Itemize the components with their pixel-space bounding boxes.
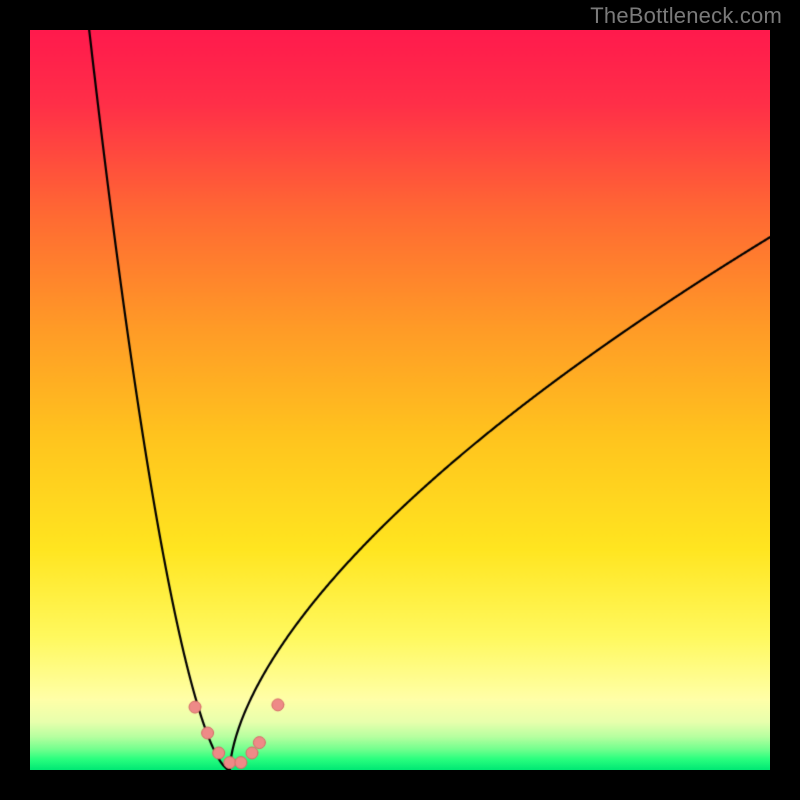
watermark-text: TheBottleneck.com (590, 3, 782, 29)
bottleneck-curve-plot (30, 30, 770, 770)
chart-stage: TheBottleneck.com (0, 0, 800, 800)
